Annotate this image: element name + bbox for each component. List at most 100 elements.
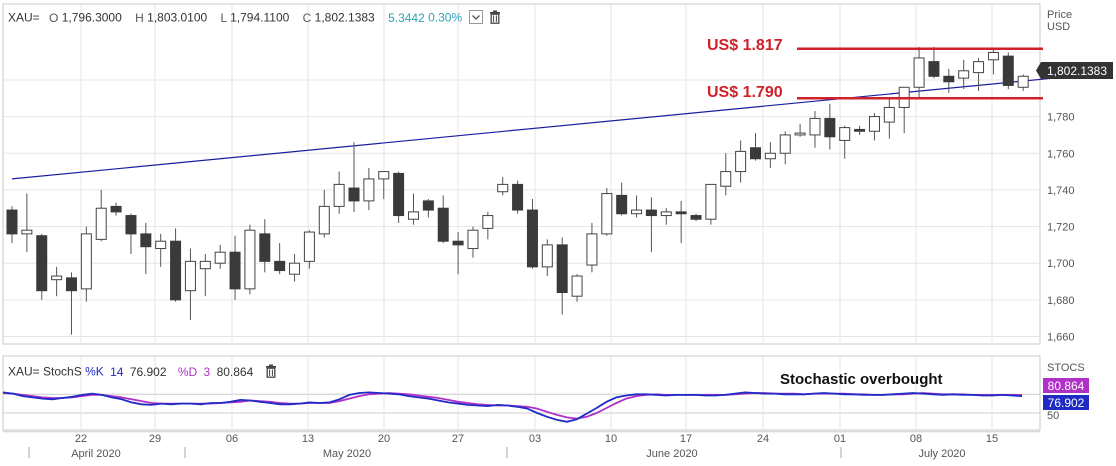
candle (318, 189, 330, 238)
candle (987, 48, 999, 75)
last-price-value: 1,802.1383 (1047, 64, 1107, 78)
candle-body (764, 152, 776, 160)
candle-body (244, 229, 256, 290)
candle-body (80, 233, 92, 290)
header-high-label: H (135, 10, 144, 25)
price-tick-label: 1,720 (1047, 222, 1075, 234)
candle-body (36, 235, 48, 292)
candle-body (913, 57, 925, 88)
month-label: April 2020 (71, 448, 121, 460)
candle (21, 193, 33, 253)
candle-body (65, 277, 77, 292)
trendline (11, 75, 1073, 180)
trash-icon[interactable] (489, 10, 501, 27)
stoch-k-line (2, 391, 1023, 423)
candle-body (601, 193, 613, 235)
stoch-d-tag: 80.864 (1043, 378, 1089, 393)
candle-body (422, 200, 434, 211)
candle (80, 226, 92, 302)
candle-body (333, 183, 345, 207)
candle-body (95, 207, 107, 240)
price-header: XAU= O 1,796.3000 H 1,803.0100 L 1,794.1… (8, 10, 501, 27)
x-tick-label: 01 (834, 433, 846, 445)
candle-body (51, 275, 63, 281)
candle (199, 254, 211, 297)
candle (125, 213, 137, 255)
x-tick-label: 20 (378, 433, 390, 445)
header-close-label: C (302, 10, 312, 25)
candle-body (318, 205, 330, 235)
candle (690, 213, 702, 222)
candle (913, 46, 925, 99)
x-tick-label: 24 (757, 433, 769, 445)
candle (155, 233, 167, 267)
candle (824, 103, 836, 150)
candle-body (482, 215, 494, 229)
candle (6, 206, 18, 244)
header-symbol: XAU= (8, 10, 40, 25)
price-tick-label: 1,780 (1047, 112, 1075, 124)
candle (303, 230, 315, 269)
header-change-pct: 0.30% (428, 10, 463, 25)
price-tick-label: 1,700 (1047, 258, 1075, 270)
candle-body (973, 61, 985, 74)
candle (140, 222, 152, 275)
x-tick-label: 29 (149, 433, 161, 445)
candle (868, 112, 880, 141)
candle (675, 200, 687, 244)
candle (378, 171, 390, 200)
annotation-lower-level: US$ 1.790 (707, 84, 783, 101)
candle-body (705, 183, 717, 220)
candle-body (303, 231, 315, 262)
candle (645, 197, 657, 253)
candle-body (214, 251, 226, 264)
x-tick-label: 17 (680, 433, 692, 445)
candle (601, 188, 613, 236)
price-axis-title: Price (1047, 9, 1072, 21)
candle-body (928, 61, 940, 77)
header-open-label: O (49, 10, 59, 25)
annotation-upper-level: US$ 1.817 (707, 37, 783, 54)
candle-body (987, 51, 999, 61)
candle-body (735, 150, 747, 173)
candle (110, 202, 122, 216)
candle (735, 140, 747, 183)
candle-body (616, 194, 628, 215)
candle-body (259, 233, 271, 262)
stoch-symbol: XAU= (8, 364, 40, 379)
candle (36, 233, 48, 300)
candle-body (407, 211, 419, 220)
chevron-down-icon[interactable] (469, 10, 484, 27)
candle-body (348, 187, 360, 202)
candle (512, 180, 524, 214)
stoch-axis-title: STOCS (1047, 362, 1085, 374)
candle (170, 228, 182, 302)
stoch-name: StochS (43, 364, 82, 379)
candle-body (809, 117, 821, 136)
candle-body (289, 262, 301, 275)
candle (214, 244, 226, 269)
candle-body (943, 75, 955, 83)
stoch-panel (2, 355, 1041, 431)
candle (393, 171, 405, 223)
candle-body (6, 209, 18, 235)
x-tick-label: 15 (986, 433, 998, 445)
stoch-annotation: Stochastic overbought (780, 371, 943, 388)
candle (422, 199, 434, 218)
header-low: 1,794.1100 (230, 10, 290, 25)
candle-body (854, 128, 866, 132)
candle (274, 243, 286, 275)
candle (65, 272, 77, 335)
x-tick-label: 27 (452, 433, 464, 445)
trash-icon[interactable] (265, 364, 277, 381)
candle (363, 167, 375, 211)
candle-body (720, 171, 732, 187)
candle (51, 266, 63, 297)
candle-body (541, 244, 553, 268)
candle-body (140, 233, 152, 248)
candle (705, 183, 717, 225)
candle (452, 232, 464, 275)
candle-body (21, 229, 33, 235)
